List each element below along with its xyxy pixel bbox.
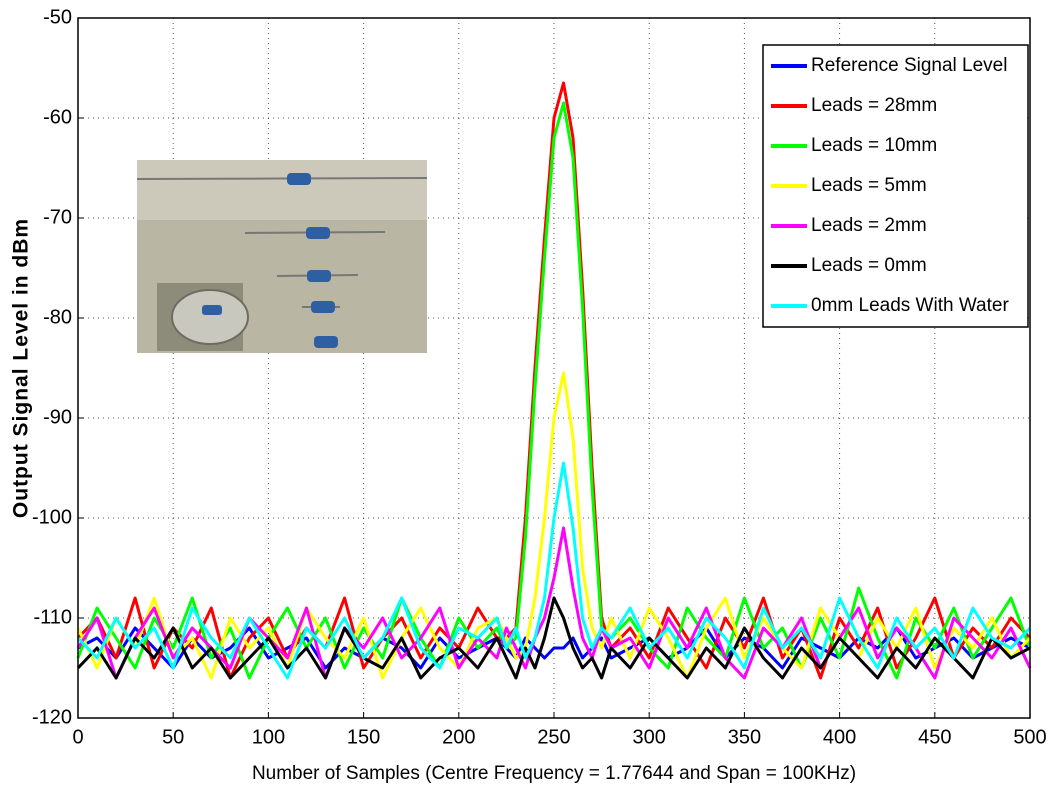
series-line xyxy=(76,526,1032,680)
x-tick-label: 300 xyxy=(633,726,666,748)
series-line xyxy=(76,596,1031,680)
photo-wire xyxy=(136,177,428,180)
series-line xyxy=(76,81,1032,680)
y-axis-label: Output Signal Level in dBm xyxy=(10,218,33,518)
series-line xyxy=(77,626,1031,670)
photo-resistor xyxy=(306,227,330,239)
photo-water-drop xyxy=(171,289,249,345)
photo-resistor xyxy=(287,173,311,185)
legend: Reference Signal Level Leads = 28mm Leads … xyxy=(762,44,1029,328)
x-tick-label: 100 xyxy=(252,726,285,748)
x-tick-label: 250 xyxy=(537,726,570,748)
photo-resistor xyxy=(307,270,331,282)
x-tick-label: 450 xyxy=(918,726,951,748)
inset-photo xyxy=(136,160,428,353)
y-tick-label: -50 xyxy=(43,6,72,28)
legend-label: Leads = 28mm xyxy=(811,95,937,116)
x-tick-label: 0 xyxy=(72,726,83,748)
photo-resistor xyxy=(311,301,335,313)
y-tick-label: -60 xyxy=(43,106,72,128)
legend-label: Leads = 0mm xyxy=(811,255,927,276)
photo-resistor xyxy=(202,305,222,315)
y-tick-label: -110 xyxy=(33,606,72,628)
legend-label: Leads = 5mm xyxy=(811,175,927,196)
x-tick-label: 400 xyxy=(823,726,856,748)
legend-label: 0mm Leads With Water xyxy=(811,295,1009,316)
y-tick-label: -100 xyxy=(32,506,72,528)
legend-label: Reference Signal Level xyxy=(811,55,1007,76)
plot-area: -120 -110 -100 -90 -80 -70 -60 -50 0 50 100 150 200 2… xyxy=(32,6,1047,748)
x-tick-label: 150 xyxy=(347,726,380,748)
plot-frame xyxy=(77,17,1031,719)
x-tick-label: 50 xyxy=(162,726,184,748)
y-tick-label: -90 xyxy=(43,406,72,428)
photo-wall xyxy=(137,160,427,220)
y-tick-label: -80 xyxy=(43,306,72,328)
series-line xyxy=(76,101,1032,680)
x-tick-label: 500 xyxy=(1013,726,1046,748)
legend-label: Leads = 2mm xyxy=(811,215,927,236)
y-tick-label: -120 xyxy=(32,706,72,728)
series-line xyxy=(76,461,1032,680)
x-axis-label: Number of Samples (Centre Frequency = 1.… xyxy=(252,763,856,784)
photo-resistor xyxy=(314,336,338,348)
legend-box xyxy=(762,44,1029,328)
legend-label: Leads = 10mm xyxy=(811,135,937,156)
y-tick-label: -70 xyxy=(43,206,72,228)
x-tick-label: 350 xyxy=(728,726,761,748)
x-tick-label: 200 xyxy=(442,726,475,748)
